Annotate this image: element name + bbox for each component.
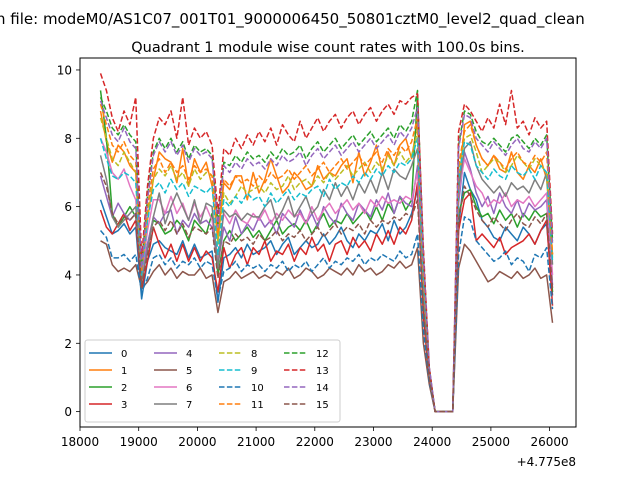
series-line-5: [100, 240, 554, 413]
series-line-13: [99, 73, 554, 413]
legend-label: 13: [316, 366, 329, 377]
series-line-3: [99, 181, 554, 413]
series-line-2: [99, 90, 554, 413]
legend-label: 5: [186, 366, 192, 377]
x-tick-label: 22000: [296, 435, 334, 449]
y-tick-label: 10: [57, 63, 72, 77]
y-axis: 0 2 4 6 8 10: [57, 63, 80, 419]
axes-frame: [79, 57, 577, 428]
legend-label: 3: [121, 400, 127, 411]
legend-label: 2: [121, 383, 127, 394]
series-line-0: [99, 171, 554, 413]
figure-suptitle: n file: modeM0/AS1C07_001T01_9000006450_…: [0, 10, 585, 29]
legend-box: [84, 339, 341, 423]
x-tick-label: 20000: [178, 435, 216, 449]
legend-label: 11: [251, 400, 264, 411]
series-layer: [99, 73, 554, 413]
x-axis: 18000 19000 20000 21000 22000 23000 24000 25000…: [61, 427, 569, 449]
plot-area: [79, 57, 577, 428]
series-line-10: [99, 216, 554, 413]
x-tick-label: 26000: [530, 435, 568, 449]
series-line-9: [99, 137, 554, 413]
y-tick-label: 4: [64, 268, 72, 282]
legend-label: 9: [251, 366, 257, 377]
series-line-8: [99, 117, 554, 413]
y-tick-label: 0: [64, 405, 72, 419]
y-tick-label: 8: [64, 132, 72, 146]
series-line-12: [99, 89, 554, 413]
x-tick-label: 18000: [61, 435, 99, 449]
axes-title: Quadrant 1 module wise count rates with …: [131, 40, 525, 56]
legend-label: 1: [121, 366, 127, 377]
legend-label: 10: [251, 383, 264, 394]
legend-label: 4: [186, 349, 192, 360]
legend-label: 0: [121, 349, 127, 360]
y-tick-label: 6: [64, 200, 72, 214]
x-tick-label: 21000: [237, 435, 275, 449]
series-line-14: [99, 100, 554, 413]
legend-label: 14: [316, 383, 329, 394]
legend-label: 15: [316, 400, 329, 411]
x-tick-label: 24000: [413, 435, 451, 449]
legend-label: 7: [186, 400, 192, 411]
x-tick-label: 23000: [354, 435, 392, 449]
x-tick-label: 19000: [120, 435, 158, 449]
x-offset-text: +4.775e8: [517, 455, 576, 469]
y-tick-label: 2: [64, 337, 72, 351]
legend-label: 8: [251, 349, 257, 360]
x-tick-label: 25000: [472, 435, 510, 449]
series-line-11: [99, 103, 554, 413]
legend-label: 6: [186, 383, 192, 394]
series-line-15: [99, 172, 554, 413]
series-line-6: [99, 137, 554, 413]
legend-label: 12: [316, 349, 329, 360]
